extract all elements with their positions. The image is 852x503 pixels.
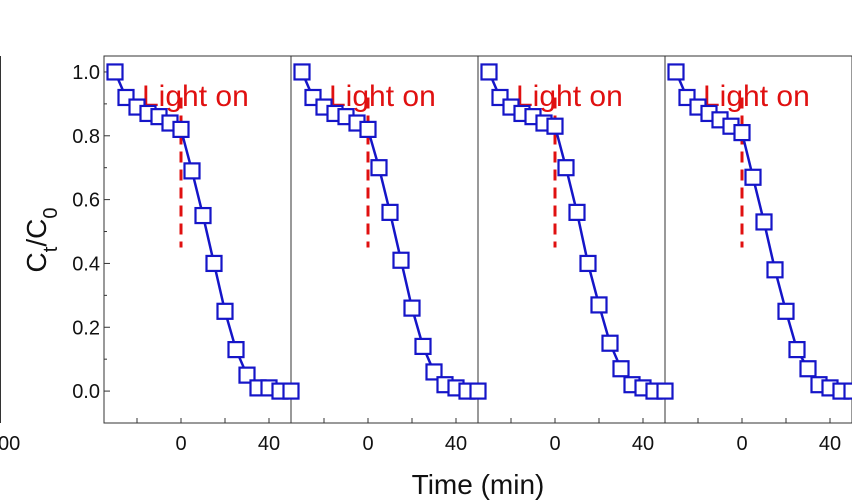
data-point [227, 341, 245, 359]
y-axis-title-main: C [21, 252, 52, 272]
data-point [480, 63, 498, 81]
panel-2-x-tick-label: 40 [445, 433, 467, 455]
panel-3: Light on [480, 63, 674, 400]
panel-4-x-tick-label: 0 [736, 433, 747, 455]
light-on-label: Light on [142, 80, 249, 113]
data-point [799, 360, 817, 378]
data-point [568, 203, 586, 221]
panel-4-x-tick-label: 40 [819, 433, 841, 455]
data-point [755, 213, 773, 231]
panel-2: Light on [293, 63, 487, 400]
data-point [183, 162, 201, 180]
data-point [579, 254, 597, 273]
data-point [205, 254, 223, 273]
data-point [788, 341, 806, 359]
panel-1-x-tick-label: 40 [258, 433, 280, 455]
data-point [469, 382, 487, 400]
data-point [744, 168, 762, 186]
y-tick-label: 0.2 [72, 317, 100, 339]
y-axis-title-slash: /C [21, 219, 52, 247]
data-point [194, 206, 212, 225]
data-point [601, 334, 619, 352]
y-tick-label: 1.0 [72, 62, 100, 84]
data-point [282, 382, 300, 400]
y-tick-label: 0.8 [72, 126, 100, 148]
data-point [667, 63, 685, 81]
light-on-label: Light on [329, 80, 436, 113]
y-axis-title-sub-t: t [40, 246, 62, 252]
data-point [733, 123, 751, 142]
data-point [656, 382, 674, 400]
panel-4-frame [664, 55, 852, 424]
x-axis-title: Time (min) [412, 469, 545, 500]
data-point [414, 337, 432, 356]
data-point [370, 159, 388, 177]
panel-2-x-tick-label: 0 [362, 433, 373, 455]
y-axis-title: Ct/C0 [21, 208, 62, 273]
data-point [546, 117, 564, 135]
data-point [106, 63, 124, 81]
panel-frames [0, 55, 852, 424]
panel-1-x-tick-label: 0 [175, 433, 186, 455]
data-point [172, 120, 190, 139]
data-point [392, 251, 410, 269]
panel-4: Light on [667, 63, 852, 400]
panel-3-x-tick-label: 40 [632, 433, 654, 455]
data-point [216, 302, 234, 320]
data-point [612, 360, 630, 378]
light-on-label: Light on [516, 80, 623, 113]
panel-1: Light on [106, 63, 300, 400]
light-on-label: Light on [703, 80, 810, 113]
data-point [359, 120, 377, 139]
panel-3-x-tick-label: 0 [549, 433, 560, 455]
data-point [843, 382, 852, 400]
data-point [403, 299, 421, 317]
data-point [777, 302, 795, 320]
data-point [381, 203, 399, 221]
y-tick-label: 0.4 [72, 253, 100, 275]
y-tick-label: 0.0 [72, 381, 100, 403]
data-point [293, 63, 311, 81]
y-tick-label: 0.6 [72, 190, 100, 212]
y-axis-title-sub-0: 0 [40, 208, 62, 219]
axis-ticks: 0 40 0.0 0.2 0.4 0.6 0.8 1.0 0 40 0 40 0 40 [72, 62, 841, 455]
data-marks: Light on Light on Light on Light on [106, 63, 852, 400]
data-point [557, 159, 575, 177]
data-point [425, 363, 443, 381]
data-point [766, 261, 784, 279]
data-point [238, 366, 256, 384]
data-point [590, 296, 608, 314]
left-partial-tick-label: 00 [0, 433, 20, 455]
